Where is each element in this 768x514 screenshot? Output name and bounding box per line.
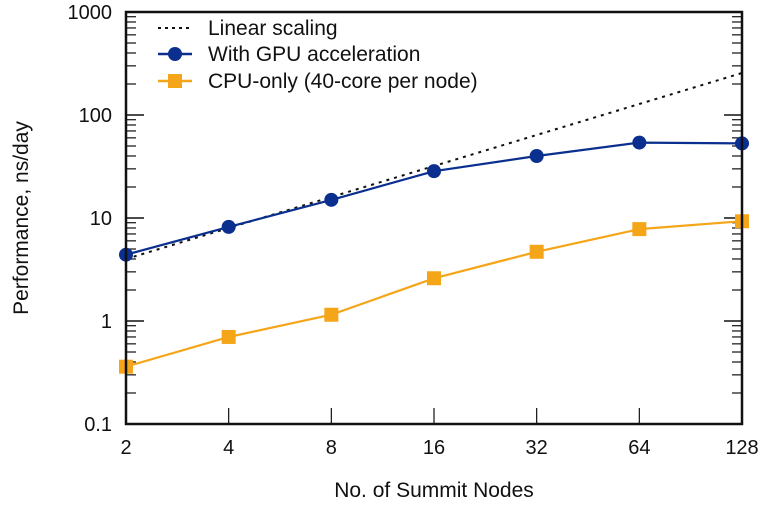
x-tick-label: 2 [120, 437, 131, 459]
legend-linear-label: Linear scaling [208, 17, 338, 40]
x-axis-title: No. of Summit Nodes [334, 479, 534, 502]
y-tick-label: 1 [101, 311, 112, 333]
x-tick-label: 16 [423, 437, 445, 459]
legend-cpu-label: CPU-only (40-core per node) [208, 70, 478, 93]
data-point-cpu [529, 244, 544, 259]
data-point-cpu [324, 307, 339, 322]
legend-item-linear: Linear scaling [158, 17, 338, 40]
series-line-gpu [125, 141, 743, 256]
y-axis-title: Performance, ns/day [10, 121, 33, 315]
x-tick-label: 32 [526, 437, 548, 459]
series-cpu [119, 214, 749, 374]
legend-gpu-label: With GPU acceleration [208, 43, 420, 66]
y-tick-label: 100 [79, 105, 112, 127]
data-point-gpu [221, 219, 236, 234]
legend: Linear scaling With GPU acceleration CPU… [158, 17, 478, 93]
legend-item-gpu: With GPU acceleration [158, 43, 420, 66]
data-point-cpu [632, 222, 647, 237]
y-tick-label: 1000 [68, 2, 113, 24]
x-tick-label: 4 [223, 437, 234, 459]
series-layer [119, 72, 749, 374]
minor-ticks [126, 16, 742, 394]
data-point-gpu [529, 148, 544, 163]
y-tick-label: 10 [90, 208, 112, 230]
data-point-gpu [324, 192, 339, 207]
x-tick-label: 8 [326, 437, 337, 459]
legend-gpu-circle-icon [168, 47, 182, 61]
series-gpu [119, 135, 749, 262]
data-point-cpu [221, 329, 236, 344]
data-point-gpu [632, 135, 647, 150]
series-line-cpu [125, 220, 743, 368]
y-tick-labels: 0.1 1 10 100 1000 [68, 2, 113, 436]
x-tick-label: 64 [628, 437, 650, 459]
x-tick-labels: 2 4 8 16 32 64 128 [120, 437, 758, 459]
plot-frame [124, 10, 744, 426]
x-tick-label: 128 [725, 437, 758, 459]
y-tick-label: 0.1 [84, 414, 112, 436]
data-point-cpu [427, 271, 441, 286]
data-point-gpu [427, 164, 441, 179]
legend-item-cpu: CPU-only (40-core per node) [158, 70, 478, 93]
legend-cpu-square-icon [168, 74, 182, 88]
